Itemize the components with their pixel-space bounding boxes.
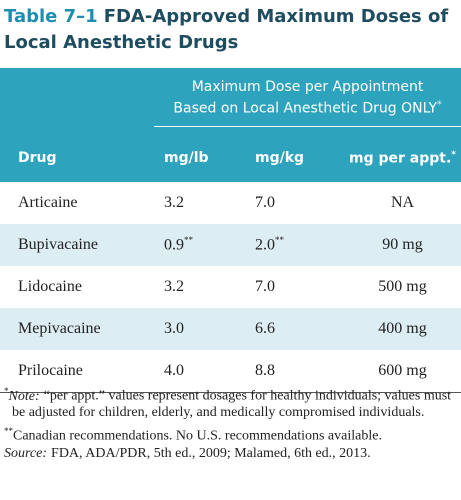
column-header: mg/lb <box>164 150 209 166</box>
table: Maximum Dose per Appointment Based on Loc… <box>0 68 461 393</box>
superscript: * <box>451 149 456 160</box>
table-cell: 0.9** <box>154 224 243 266</box>
table-body: Articaine 3.2 7.0 NA Bupivacaine 0.9** 2.0** 90… <box>0 182 461 393</box>
superscript: * <box>437 100 442 110</box>
table-cell: NA <box>390 194 415 211</box>
column-header: mg per appt.* <box>344 134 461 182</box>
table-cell: 7.0 <box>255 194 275 211</box>
source-text: FDA, ADA/PDR, 5th ed., 2009; Malamed, 6t… <box>51 446 371 462</box>
table-cell: 400 mg <box>378 320 427 337</box>
table-cell: Lidocaine <box>18 278 82 295</box>
footnotes: *Note: “per appt.” values represent dosag… <box>4 383 456 464</box>
footnote: **Canadian recommendations. No U.S. reco… <box>4 423 456 445</box>
table-number: Table 7–1 <box>4 6 98 27</box>
footnote-marker: * <box>4 386 9 396</box>
table-cell: 4.0 <box>154 350 243 393</box>
group-header-line: Maximum Dose per Appointment <box>191 79 424 95</box>
footnote-text: “per appt.” values represent dosages for… <box>12 388 452 420</box>
group-header-cell: Maximum Dose per Appointment Based on Loc… <box>154 68 461 134</box>
table-cell: 3.2 <box>164 278 184 295</box>
table-cell: 3.0 <box>164 320 184 337</box>
table-cell: 6.6 <box>255 320 275 337</box>
title: Table 7–1 FDA-Approved Maximum Doses of L… <box>4 4 454 56</box>
table-cell: Bupivacaine <box>18 236 98 253</box>
superscript: ** <box>184 235 193 246</box>
footnote-marker: ** <box>4 425 13 436</box>
cell-text: mg per appt. <box>349 150 452 167</box>
group-header: Maximum Dose per Appointment Based on Loc… <box>154 78 461 127</box>
table-cell: 90 mg <box>382 236 423 253</box>
table-cell: 600 mg <box>344 350 461 393</box>
table-header: Maximum Dose per Appointment Based on Loc… <box>0 68 461 182</box>
empty-cell <box>0 68 154 134</box>
footnote-text: Canadian recommendations. No U.S. recomm… <box>13 428 382 444</box>
table-row: Articaine 3.2 7.0 NA <box>0 182 461 224</box>
group-header-line: Based on Local Anesthetic Drug ONLY* <box>173 100 442 117</box>
title-text: FDA-Approved Maximum Doses of Local Anes… <box>4 6 449 53</box>
table-row: Mepivacaine 3.0 6.6 400 mg <box>0 308 461 350</box>
footnote: *Note: “per appt.” values represent dosag… <box>4 383 456 421</box>
table-row: Lidocaine 3.2 7.0 500 mg <box>0 266 461 308</box>
table-row: Bupivacaine 0.9** 2.0** 90 mg <box>0 224 461 266</box>
source: Source: FDA, ADA/PDR, 5th ed., 2009; Mala… <box>4 446 456 462</box>
table-cell: 2.0** <box>243 224 344 266</box>
table-cell: 500 mg <box>378 278 427 295</box>
cell-text: 2.0 <box>255 236 275 254</box>
table-row: Prilocaine 4.0 8.8 600 mg <box>0 350 461 393</box>
group-header-row: Maximum Dose per Appointment Based on Loc… <box>0 68 461 134</box>
superscript: ** <box>275 235 284 246</box>
table-cell: 7.0 <box>255 278 275 295</box>
footnote-label: Note: <box>8 388 40 404</box>
cell-text: 0.9 <box>164 236 184 254</box>
column-header: Drug <box>18 150 57 166</box>
source-label: Source: <box>4 446 48 462</box>
table-cell: Mepivacaine <box>18 320 101 337</box>
column-header: mg/kg <box>255 150 305 166</box>
table-cell: 3.2 <box>164 194 184 211</box>
column-header-row: Drug mg/lb mg/kg mg per appt.* <box>0 134 461 182</box>
table-cell: Prilocaine <box>0 350 154 393</box>
table-cell: 8.8 <box>243 350 344 393</box>
table-cell: Articaine <box>18 194 78 211</box>
